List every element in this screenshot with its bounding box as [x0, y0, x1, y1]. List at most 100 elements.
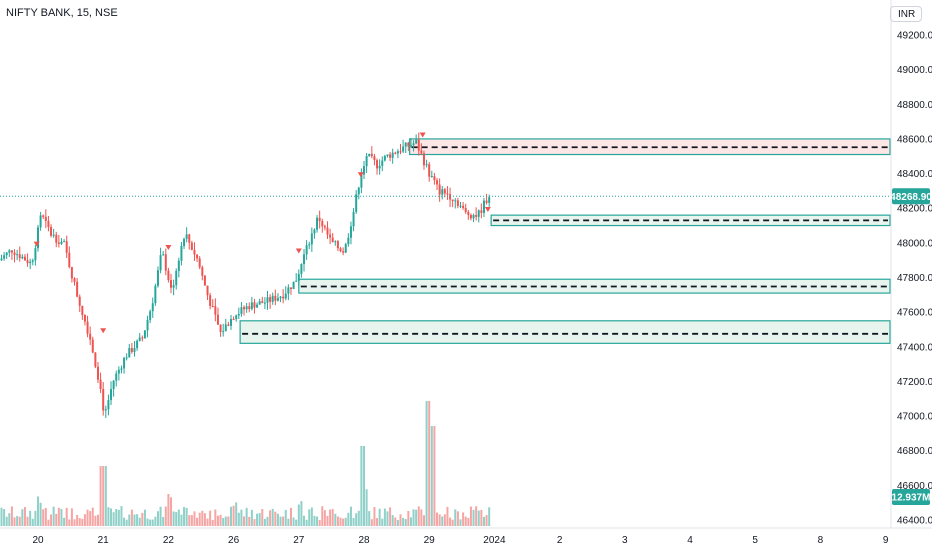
- candle-body: [138, 337, 141, 341]
- volume-bar: [276, 513, 279, 526]
- volume-bar: [433, 426, 436, 526]
- candle-body: [409, 145, 412, 147]
- volume-bar: [365, 489, 368, 526]
- candle-body: [0, 258, 3, 261]
- candle-body: [446, 193, 449, 195]
- volume-bar: [386, 511, 389, 526]
- candle-body: [363, 166, 365, 175]
- candle-body: [449, 194, 452, 200]
- candle-body: [63, 241, 66, 243]
- volume-bar: [44, 507, 47, 526]
- candle-body: [26, 260, 29, 264]
- candle-body: [177, 260, 180, 271]
- volume-bar: [389, 507, 392, 526]
- volume-bar: [198, 512, 201, 526]
- volume-bar: [29, 510, 32, 526]
- candle-body: [261, 301, 264, 304]
- candle-body: [120, 368, 123, 370]
- volume-bar: [323, 510, 326, 526]
- x-tick-label: 27: [293, 535, 305, 546]
- candle-body: [462, 205, 465, 208]
- candle-body: [110, 389, 113, 401]
- candle-body: [459, 205, 462, 207]
- candle-body: [245, 306, 248, 310]
- volume-bar: [154, 516, 157, 526]
- candle-body: [68, 252, 71, 268]
- volume-bar: [422, 515, 425, 526]
- candle-body: [305, 245, 308, 255]
- candle-body: [102, 389, 105, 411]
- currency-selector[interactable]: INR: [890, 6, 922, 22]
- candle-body: [10, 250, 13, 253]
- volume-bar: [151, 519, 154, 526]
- volume-bar: [349, 506, 352, 526]
- volume-bar: [308, 509, 311, 526]
- volume-bar: [240, 509, 243, 526]
- volume-bar: [256, 513, 259, 526]
- volume-bar: [480, 509, 483, 526]
- volume-bar: [227, 516, 230, 526]
- volume-bar: [282, 516, 285, 526]
- last-price-tag: [892, 188, 930, 205]
- candle-body: [76, 281, 79, 297]
- candle-body: [170, 280, 173, 288]
- candle-body: [482, 200, 485, 213]
- volume-bar: [313, 515, 316, 526]
- candle-body: [47, 220, 50, 227]
- candle-body: [329, 234, 332, 238]
- volume-bar: [123, 517, 126, 526]
- volume-bar: [451, 519, 454, 526]
- candle-body: [316, 217, 319, 230]
- candle-body: [412, 143, 415, 146]
- y-tick-label: 47400.00: [897, 342, 932, 353]
- volume-bar: [438, 514, 441, 526]
- y-tick-label: 48600.00: [897, 134, 932, 145]
- y-tick-label: 46400.00: [897, 516, 932, 527]
- candle-body: [209, 295, 212, 307]
- candle-body: [198, 258, 201, 268]
- candle-body: [334, 241, 337, 243]
- volume-bar: [214, 509, 217, 526]
- volume-bar: [31, 518, 34, 526]
- volume-bar: [373, 507, 376, 526]
- candle-body: [365, 156, 368, 167]
- candle-body: [248, 306, 251, 310]
- volume-bar: [258, 513, 261, 526]
- volume-bar: [86, 509, 89, 526]
- candle-body: [415, 139, 418, 144]
- candle-body: [81, 305, 84, 316]
- x-tick-label: 3: [622, 535, 628, 546]
- candle-body: [352, 211, 355, 227]
- volume-bar: [383, 508, 386, 526]
- candle-body: [321, 221, 324, 227]
- candle-body: [96, 366, 99, 380]
- volume-bar: [99, 466, 102, 526]
- volume-bar: [193, 511, 196, 526]
- candle-body: [456, 200, 459, 206]
- candle-body: [193, 249, 196, 255]
- candle-body: [136, 340, 139, 349]
- candle-body: [287, 287, 290, 294]
- volume-bar: [209, 510, 212, 526]
- volume-bar: [289, 507, 292, 526]
- candle-body: [44, 216, 47, 221]
- volume-bar: [336, 516, 339, 526]
- x-tick-label: 9: [883, 535, 889, 546]
- candle-body: [235, 315, 238, 320]
- candle-body: [29, 261, 32, 264]
- volume-bar: [287, 518, 290, 526]
- candle-body: [185, 234, 188, 239]
- volume-bar: [162, 517, 165, 526]
- volume-bar: [115, 509, 118, 526]
- supply-demand-zone: [490, 214, 891, 227]
- volume-bar: [81, 518, 84, 526]
- volume-bar: [42, 509, 45, 526]
- y-tick-label: 47800.00: [897, 273, 932, 284]
- volume-bar: [141, 512, 144, 526]
- candle-body: [107, 400, 110, 410]
- candle-body: [308, 244, 311, 246]
- volume-bar: [156, 511, 159, 526]
- candle-body: [130, 348, 133, 352]
- volume-bar: [232, 505, 235, 526]
